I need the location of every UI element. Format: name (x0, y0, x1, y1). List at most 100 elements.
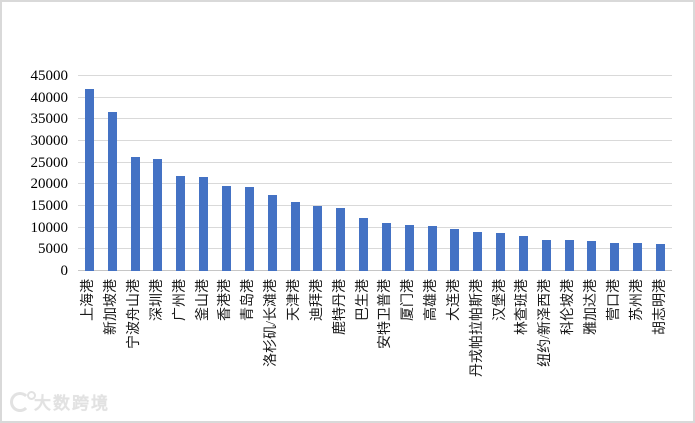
bar-巴生港 (359, 217, 369, 271)
bar-cell (306, 76, 329, 271)
bar-新加坡港 (107, 112, 117, 271)
bar-cell (626, 76, 649, 271)
y-tick-label: 15000 (30, 198, 69, 214)
x-category-label: 洛杉矶/长滩港 (264, 279, 280, 367)
x-axis-line (78, 269, 672, 271)
watermark-logo-icon (10, 390, 36, 412)
x-label-cell: 林查班港 (512, 279, 535, 419)
bar-安特卫普港 (381, 222, 391, 271)
bar-cell (466, 76, 489, 271)
bar-cell (124, 76, 147, 271)
bar-cell (238, 76, 261, 271)
bar-青岛港 (244, 187, 254, 271)
bar-cell (398, 76, 421, 271)
x-category-label: 宁波舟山港 (127, 279, 143, 349)
bar-香港港 (221, 186, 231, 271)
y-tick-label: 5000 (38, 241, 68, 258)
gridline (78, 96, 672, 98)
x-label-cell: 洛杉矶/长滩港 (261, 279, 284, 419)
y-tick-label: 30000 (30, 133, 69, 149)
bar-天津港 (290, 201, 300, 271)
y-tick-label: 20000 (30, 176, 69, 193)
x-label-cell: 雅加达港 (581, 279, 604, 419)
bar-cell (147, 76, 170, 271)
x-axis-category-labels: 上海港 新加坡港 宁波舟山港 深圳港 广州港 釜山港 香港港 青岛港 洛杉矶/长滩港 天津港 迪拜港… (78, 279, 672, 419)
bar-cell (261, 76, 284, 271)
bar-苏州港 (633, 243, 643, 271)
bar-科伦坡港 (564, 240, 574, 271)
bar-cell (489, 76, 512, 271)
x-category-label: 广州港 (172, 279, 188, 321)
bar-高雄港 (427, 225, 437, 271)
y-tick-label: 45000 (30, 68, 69, 84)
bar-cell (352, 76, 375, 271)
gridline (78, 183, 672, 185)
y-tick-label: 40000 (30, 89, 69, 106)
gridline (78, 226, 672, 228)
gridline (78, 161, 672, 163)
bar-cell (444, 76, 467, 271)
x-label-cell: 大连港 (444, 279, 467, 419)
bar-cell (329, 76, 352, 271)
x-label-cell: 高雄港 (421, 279, 444, 419)
bar-纽约/新泽西港 (541, 239, 551, 271)
x-category-label: 香港港 (218, 279, 234, 321)
bar-厦门港 (404, 224, 414, 271)
x-category-label: 营口港 (606, 279, 622, 321)
bar-丹戎帕拉帕斯港 (473, 232, 483, 271)
bar-林查班港 (518, 236, 528, 271)
x-label-cell: 纽约/新泽西港 (535, 279, 558, 419)
bar-雅加达港 (587, 241, 597, 271)
x-label-cell: 天津港 (284, 279, 307, 419)
x-category-label: 雅加达港 (583, 279, 599, 335)
bar-釜山港 (199, 177, 209, 271)
bar-cell (535, 76, 558, 271)
bar-cell (649, 76, 672, 271)
x-category-label: 丹戎帕拉帕斯港 (469, 279, 485, 377)
y-tick-label: 25000 (30, 154, 69, 171)
x-label-cell: 广州港 (169, 279, 192, 419)
bar-cell (581, 76, 604, 271)
bar-洛杉矶/长滩港 (267, 194, 277, 271)
x-category-label: 上海港 (81, 279, 97, 321)
bar-迪拜港 (313, 206, 323, 271)
y-tick-label: 10000 (30, 219, 69, 236)
bar-cell (192, 76, 215, 271)
bar-上海港 (84, 88, 94, 271)
bar-cell (101, 76, 124, 271)
x-category-label: 高雄港 (424, 279, 440, 321)
gridline (78, 248, 672, 250)
bar-cell (215, 76, 238, 271)
y-tick-label: 35000 (30, 111, 69, 128)
bar-cell (169, 76, 192, 271)
x-label-cell: 香港港 (215, 279, 238, 419)
bar-cell (375, 76, 398, 271)
x-category-label: 迪拜港 (309, 279, 325, 321)
x-label-cell: 胡志明港 (649, 279, 672, 419)
watermark: 大数跨境 (10, 389, 110, 414)
bar-cell (78, 76, 101, 271)
x-category-label: 青岛港 (241, 279, 257, 321)
x-category-label: 林查班港 (515, 279, 531, 335)
bar-cell (421, 76, 444, 271)
x-label-cell: 苏州港 (626, 279, 649, 419)
bar-宁波舟山港 (130, 156, 140, 271)
x-category-label: 天津港 (287, 279, 303, 321)
x-label-cell: 汉堡港 (489, 279, 512, 419)
bar-cell (284, 76, 307, 271)
watermark-text: 大数跨境 (34, 394, 110, 413)
bar-大连港 (450, 228, 460, 271)
y-tick-label: 0 (60, 263, 69, 279)
x-label-cell: 科伦坡港 (558, 279, 581, 419)
bar-营口港 (610, 242, 620, 271)
x-category-label: 深圳港 (149, 279, 165, 321)
x-label-cell: 营口港 (603, 279, 626, 419)
x-label-cell: 安特卫普港 (375, 279, 398, 419)
x-label-cell: 厦门港 (398, 279, 421, 419)
x-label-cell: 深圳港 (147, 279, 170, 419)
x-label-cell: 迪拜港 (306, 279, 329, 419)
bar-汉堡港 (496, 233, 506, 271)
x-label-cell: 釜山港 (192, 279, 215, 419)
x-category-label: 鹿特丹港 (332, 279, 348, 335)
